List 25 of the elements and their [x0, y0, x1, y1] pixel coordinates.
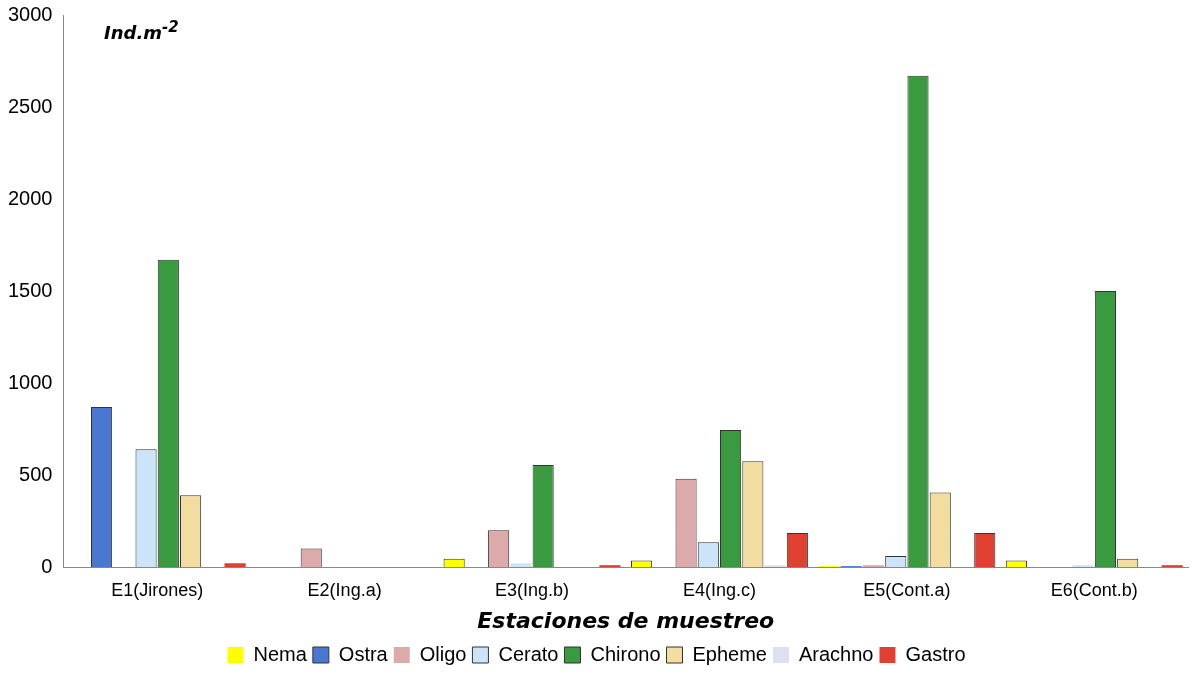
x-tick-label: E3(Ing.b): [495, 579, 570, 600]
legend-label: Cerato: [498, 642, 559, 665]
legend-label: Ostra: [338, 642, 389, 665]
y-tick-label: 3000: [7, 2, 53, 25]
x-axis-title: Estaciones de muestreo: [477, 607, 775, 633]
x-tick-label: E6(Cont.b): [1050, 579, 1138, 600]
legend-label: Arachno: [798, 642, 874, 665]
bar: [510, 563, 532, 567]
x-tick-label: E5(Cont.a): [863, 579, 951, 600]
y-tick-label: 2500: [7, 94, 53, 117]
legend-label: Chirono: [590, 642, 661, 665]
x-tick-label: E2(Ing.a): [307, 579, 382, 600]
bar: [224, 563, 246, 567]
x-tick-label: E1(Jirones): [111, 579, 204, 600]
y-axis-title: Ind.m$^{-2}$: [104, 18, 179, 43]
x-tick-label: E4(Ing.c): [682, 579, 756, 600]
legend-label: Nema: [253, 642, 308, 665]
y-tick-label: 1500: [7, 278, 53, 301]
legend-label: Gastro: [905, 642, 966, 665]
legend-label: Oligo: [419, 642, 467, 665]
y-tick-label: 0: [41, 554, 53, 577]
y-tick-label: 500: [19, 462, 53, 485]
y-tick-label: 1000: [7, 370, 53, 393]
legend-label: Epheme: [692, 642, 767, 665]
y-tick-label: 2000: [7, 186, 53, 209]
